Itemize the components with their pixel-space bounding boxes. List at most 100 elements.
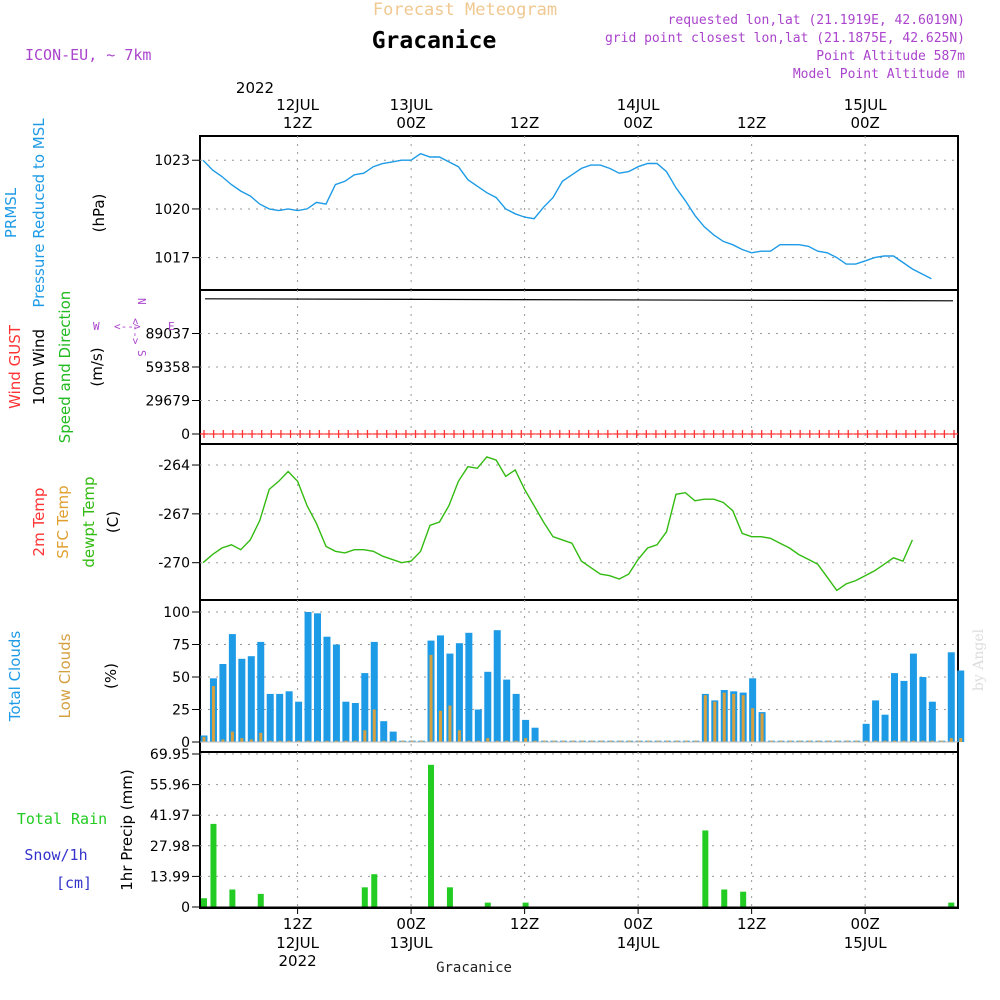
low-cloud-bar <box>382 740 386 742</box>
low-cloud-bar <box>770 740 774 742</box>
precip-side-label: Total Rain <box>17 810 107 828</box>
total-cloud-bar <box>238 658 246 742</box>
bottom-tick-date: 12JUL <box>276 934 319 952</box>
low-cloud-bar <box>438 710 442 742</box>
low-cloud-bar <box>353 740 357 742</box>
total-cloud-bar <box>257 641 265 742</box>
y-tick-label: 89037 <box>145 327 190 343</box>
axis-label: (%) <box>102 663 120 689</box>
low-cloud-bar <box>855 740 859 742</box>
y-tick-label: 0 <box>181 900 190 916</box>
point-altitude: Point Altitude 587m <box>816 49 965 64</box>
low-cloud-bar <box>836 740 840 742</box>
axis-label: 10m Wind <box>30 329 48 405</box>
rain-bar <box>257 893 264 907</box>
panel-frame <box>199 443 959 601</box>
total-cloud-bar <box>909 653 917 742</box>
bottom-tick-label: 12Z <box>510 915 539 933</box>
low-cloud-bar <box>401 740 405 742</box>
low-cloud-bar <box>316 740 320 742</box>
footer-location: Gracanice <box>436 960 512 976</box>
total-cloud-bar <box>247 656 255 742</box>
low-cloud-bar <box>647 740 651 742</box>
y-tick-label: 0 <box>181 427 190 443</box>
total-cloud-bar <box>881 714 889 742</box>
low-cloud-bar <box>722 692 726 742</box>
y-tick-label: 55.96 <box>150 778 190 794</box>
low-cloud-bar <box>618 740 622 742</box>
total-cloud-bar <box>285 691 293 742</box>
low-cloud-bar <box>543 740 547 742</box>
rain-bar <box>229 889 236 907</box>
total-cloud-bar <box>276 693 284 742</box>
total-cloud-bar <box>947 652 955 742</box>
bottom-tick-label: 12Z <box>737 915 766 933</box>
top-tick-date: 15JUL <box>844 96 887 114</box>
total-cloud-bar <box>493 630 501 742</box>
low-cloud-bar <box>249 739 253 742</box>
low-cloud-bar <box>864 740 868 742</box>
y-tick-label: 50 <box>172 670 190 686</box>
y-tick-label: 75 <box>172 638 190 654</box>
axis-label: 1hr Precip (mm) <box>118 769 136 890</box>
bottom-tick-date: 14JUL <box>617 934 660 952</box>
low-cloud-bar <box>495 740 499 742</box>
low-cloud-bar <box>684 740 688 742</box>
low-cloud-bar <box>590 740 594 742</box>
rain-bar <box>428 764 435 907</box>
compass-e: E <box>168 320 175 333</box>
y-tick-label: 41.97 <box>150 808 190 824</box>
low-cloud-bar <box>467 740 471 742</box>
bottom-tick-date: 13JUL <box>390 934 433 952</box>
total-cloud-bar <box>446 653 454 742</box>
compass-n: N <box>135 298 148 305</box>
top-tick-date: 12JUL <box>276 96 319 114</box>
y-tick-label: 59358 <box>145 360 190 376</box>
low-cloud-bar <box>751 708 755 742</box>
y-tick-label: 0 <box>181 735 190 751</box>
y-tick-label: -270 <box>158 556 190 572</box>
rain-bar <box>201 898 207 907</box>
total-cloud-bar <box>928 701 936 742</box>
total-cloud-bar <box>380 721 388 742</box>
rain-bar <box>740 891 747 907</box>
total-cloud-bar <box>332 644 340 742</box>
total-cloud-bar <box>219 664 227 742</box>
total-cloud-bar <box>389 731 397 742</box>
y-tick-label: 29679 <box>145 394 190 410</box>
low-cloud-bar <box>599 740 603 742</box>
total-cloud-bar <box>484 671 492 742</box>
total-cloud-bar <box>862 723 870 742</box>
low-cloud-bar <box>741 695 745 742</box>
low-cloud-bar <box>344 740 348 742</box>
total-cloud-bar <box>295 701 303 742</box>
top-tick-label: 00Z <box>623 114 652 132</box>
top-tick-label: 12Z <box>737 114 766 132</box>
low-cloud-bar <box>807 740 811 742</box>
low-cloud-bar <box>410 740 414 742</box>
low-cloud-bar <box>524 738 528 742</box>
low-cloud-bar <box>571 740 575 742</box>
y-tick-label: 27.98 <box>150 839 190 855</box>
low-cloud-bar <box>921 740 925 742</box>
low-cloud-bar <box>817 740 821 742</box>
total-cloud-bar <box>891 673 899 742</box>
y-tick-label: 25 <box>172 703 190 719</box>
low-cloud-bar <box>297 740 301 742</box>
axis-label: SFC Temp <box>54 485 72 558</box>
low-cloud-bar <box>637 740 641 742</box>
low-cloud-bar <box>486 738 490 742</box>
top-tick-label: 12Z <box>510 114 539 132</box>
y-tick-label: 13.99 <box>150 869 190 885</box>
bottom-tick-label: 12Z <box>283 915 312 933</box>
low-cloud-bar <box>940 740 944 742</box>
rain-bar <box>721 889 728 907</box>
low-cloud-bar <box>514 740 518 742</box>
total-cloud-bar <box>474 709 482 742</box>
low-cloud-bar <box>202 736 206 742</box>
low-cloud-bar <box>694 740 698 742</box>
low-cloud-bar <box>798 740 802 742</box>
